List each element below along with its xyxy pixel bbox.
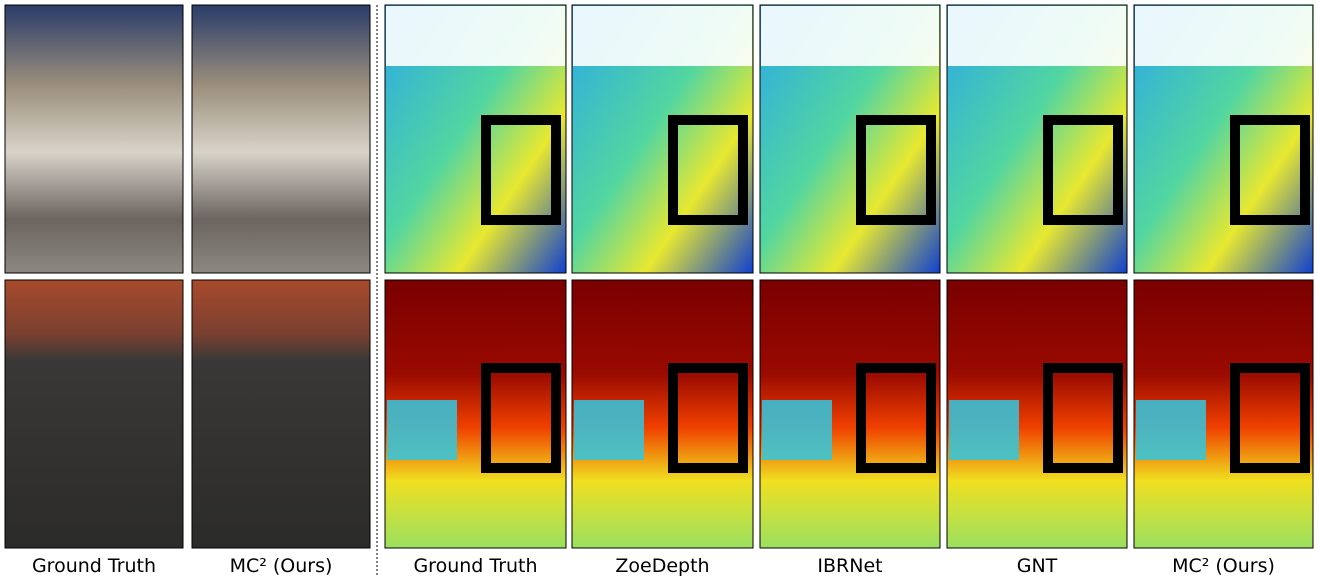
rgb-image	[5, 5, 183, 273]
caption: ZoeDepth	[615, 555, 709, 577]
caption: MC² (Ours)	[230, 555, 333, 577]
background-mask	[573, 6, 752, 66]
background-mask	[761, 6, 939, 66]
rgb-image	[192, 5, 370, 273]
figure: Ground Truth MC² (Ours) Ground Truth ZoeDep…	[0, 0, 1318, 581]
near-surface	[574, 400, 644, 460]
near-surface	[762, 400, 832, 460]
background-mask	[1135, 6, 1312, 66]
background-mask	[948, 6, 1126, 66]
caption: MC² (Ours)	[1172, 555, 1275, 577]
caption: IBRNet	[817, 555, 882, 577]
caption: Ground Truth	[413, 555, 537, 577]
near-surface	[1136, 400, 1206, 460]
near-surface	[387, 400, 457, 460]
caption: Ground Truth	[32, 555, 156, 577]
figure-canvas: Ground Truth MC² (Ours) Ground Truth ZoeDep…	[0, 0, 1318, 581]
near-surface	[949, 400, 1019, 460]
rgb-image	[5, 280, 183, 548]
rgb-image	[192, 280, 370, 548]
background-mask	[386, 6, 565, 66]
caption: GNT	[1017, 555, 1058, 577]
